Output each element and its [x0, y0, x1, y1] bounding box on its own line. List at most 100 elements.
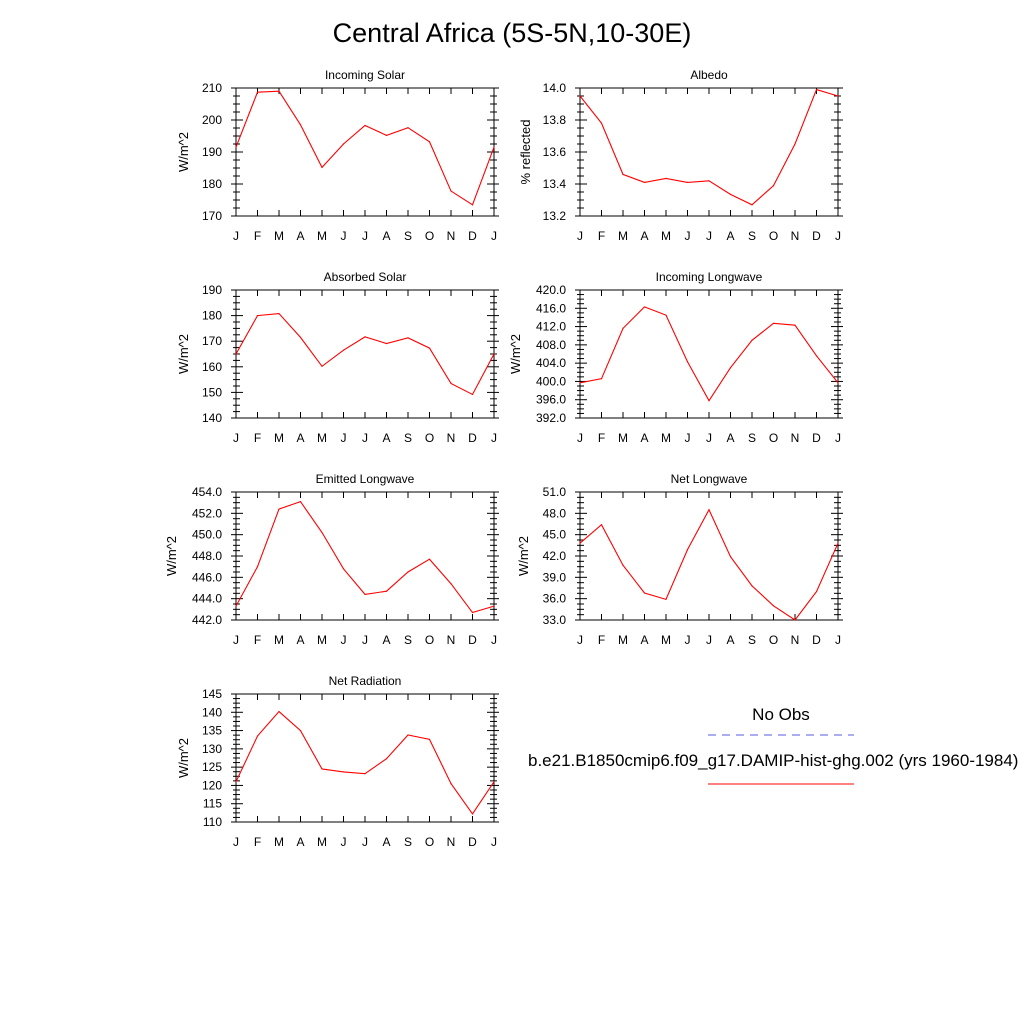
y-tick-label: 13.4 [543, 177, 567, 191]
data-point [794, 619, 796, 621]
legend-model-line [708, 783, 854, 785]
y-tick-label: 200 [202, 113, 222, 127]
data-point [837, 542, 839, 544]
x-tick-label: J [233, 229, 239, 243]
x-tick-label: A [382, 633, 390, 647]
x-tick-label: S [748, 229, 756, 243]
data-point [600, 378, 603, 380]
data-point [450, 583, 452, 585]
x-tick-label: D [468, 835, 477, 849]
y-tick-label: 45.0 [543, 528, 567, 542]
legend-obs-dashed-line [708, 734, 854, 736]
data-point [407, 571, 409, 573]
y-tick-label: 180 [202, 177, 222, 191]
panel-title: Albedo [690, 68, 728, 82]
data-point [837, 382, 839, 384]
x-tick-label: N [791, 431, 800, 445]
data-point [794, 143, 796, 145]
y-axis-label: W/m^2 [176, 132, 191, 172]
y-tick-label: 180 [202, 309, 222, 323]
data-point [321, 531, 323, 534]
x-tick-label: F [254, 431, 261, 445]
x-tick-label: J [362, 835, 368, 849]
y-tick-label: 36.0 [543, 592, 567, 606]
data-point [708, 509, 710, 511]
data-point [772, 322, 775, 324]
data-point [342, 349, 345, 351]
y-tick-label: 120 [202, 778, 222, 792]
y-axis-label: W/m^2 [508, 334, 523, 374]
y-tick-label: 13.2 [543, 209, 567, 223]
data-point [278, 508, 280, 510]
y-axis-label: W/m^2 [176, 334, 191, 374]
data-point [600, 524, 603, 526]
panel-title: Incoming Solar [325, 68, 405, 82]
x-tick-label: O [425, 229, 434, 243]
data-point [342, 143, 345, 145]
data-point [278, 312, 280, 315]
data-point [471, 204, 474, 206]
y-tick-label: 33.0 [543, 613, 567, 627]
y-tick-label: 392.0 [536, 411, 566, 425]
x-tick-label: O [425, 431, 434, 445]
y-tick-label: 450.0 [192, 528, 222, 542]
x-tick-label: A [640, 633, 648, 647]
y-tick-label: 140 [202, 411, 222, 425]
x-tick-label: O [769, 633, 778, 647]
data-point [622, 564, 624, 566]
data-point [600, 122, 603, 124]
series-line [235, 90, 495, 206]
y-tick-label: 400.0 [536, 374, 566, 388]
x-tick-label: D [812, 431, 821, 445]
x-tick-label: M [317, 835, 327, 849]
page-title: Central Africa (5S-5N,10-30E) [332, 18, 692, 48]
data-point [579, 382, 581, 384]
x-tick-label: D [468, 633, 477, 647]
panel-title: Absorbed Solar [324, 270, 407, 284]
legend-obs-label: No Obs [752, 705, 810, 724]
data-point [665, 598, 667, 600]
y-tick-label: 452.0 [192, 506, 222, 520]
x-tick-label: O [425, 835, 434, 849]
x-tick-label: N [447, 633, 456, 647]
x-tick-label: J [577, 633, 583, 647]
x-tick-label: N [447, 835, 456, 849]
x-tick-label: A [640, 431, 648, 445]
data-point [729, 193, 732, 195]
data-point [815, 89, 818, 91]
data-point [450, 783, 452, 785]
x-tick-label: O [769, 229, 778, 243]
plot-frame [235, 87, 495, 217]
data-point [385, 134, 388, 136]
x-tick-label: A [296, 835, 304, 849]
x-tick-label: A [382, 431, 390, 445]
data-point [299, 501, 302, 503]
x-tick-label: J [835, 633, 841, 647]
data-point [278, 710, 280, 713]
x-tick-label: J [577, 229, 583, 243]
data-point [815, 355, 818, 357]
y-tick-label: 454.0 [192, 485, 222, 499]
x-tick-label: J [362, 229, 368, 243]
x-tick-label: J [685, 633, 691, 647]
y-tick-label: 14.0 [543, 81, 567, 95]
y-tick-label: 130 [202, 742, 222, 756]
data-point [772, 185, 775, 187]
x-tick-label: S [404, 835, 412, 849]
y-tick-label: 13.8 [543, 113, 567, 127]
data-point [729, 367, 732, 369]
x-tick-label: F [598, 229, 605, 243]
data-point [321, 365, 323, 367]
y-tick-label: 48.0 [543, 506, 567, 520]
data-point [751, 339, 753, 341]
data-point [729, 556, 732, 558]
x-tick-label: S [748, 633, 756, 647]
data-point [321, 166, 323, 168]
x-tick-label: J [706, 633, 712, 647]
panel-title: Incoming Longwave [656, 270, 763, 284]
